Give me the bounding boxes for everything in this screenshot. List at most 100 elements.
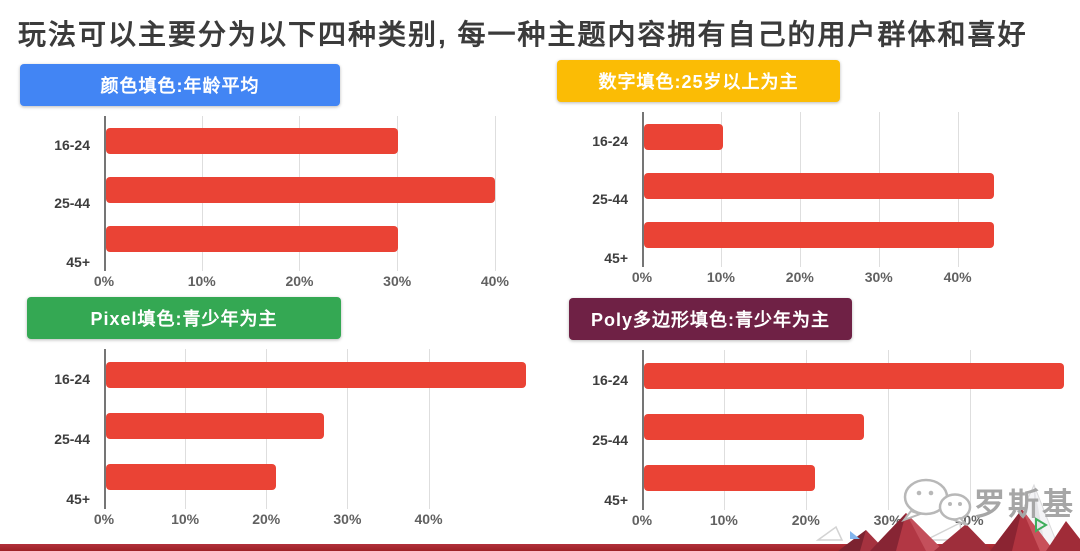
axis-tick-label: 40% xyxy=(955,512,984,528)
chart-panel-pixel-fill: Pixel填色:青少年为主 16-24 25-44 45+ 0% 10% 20% 30% 40… xyxy=(0,297,540,551)
y-axis-line xyxy=(642,350,644,510)
bar xyxy=(106,176,496,203)
category-label: 45+ xyxy=(604,249,628,266)
bar-row xyxy=(106,165,534,214)
axis-tick-label: 20% xyxy=(785,269,814,285)
gridline xyxy=(428,349,430,509)
category-label: 25-44 xyxy=(592,191,628,208)
category-label: 45+ xyxy=(604,492,628,508)
x-axis: 0% 10% 20% 30% 40% xyxy=(632,503,1076,530)
bar-row xyxy=(644,161,1076,210)
axis-tick-label: 20% xyxy=(791,512,820,528)
axis-tick-label: 40% xyxy=(414,511,443,527)
chart-header-pixel-fill: Pixel填色:青少年为主 xyxy=(27,297,341,339)
plot-column: 0% 10% 20% 30% 40% xyxy=(94,116,534,291)
plot-column: 0% 10% 20% 30% 40% xyxy=(632,350,1076,530)
axis-tick-label: 0% xyxy=(93,273,115,289)
bar-chart-color-fill: 16-24 25-44 45+ 0% 10% 20% 30% 40% xyxy=(16,116,534,291)
bar-row xyxy=(106,215,534,264)
plot-area xyxy=(642,350,1076,510)
bar-row xyxy=(644,401,1076,452)
category-labels: 16-24 25-44 45+ xyxy=(554,350,642,530)
category-label: 16-24 xyxy=(592,133,628,150)
bars xyxy=(644,350,1076,503)
bar xyxy=(644,123,723,150)
y-axis-line xyxy=(642,112,644,267)
gridline xyxy=(969,350,971,510)
category-labels: 16-24 25-44 45+ xyxy=(16,116,104,291)
category-label: 16-24 xyxy=(592,372,628,388)
category-label: 25-44 xyxy=(54,195,90,212)
plot-column: 0% 10% 20% 30% 40% xyxy=(632,112,1076,287)
bar-row xyxy=(106,349,534,400)
chart-panel-color-fill: 颜色填色:年龄平均 16-24 25-44 45+ 0% 10% 20% 30% 40% xyxy=(0,60,540,297)
axis-tick-label: 30% xyxy=(864,269,893,285)
chart-header-poly-fill: Poly多边形填色:青少年为主 xyxy=(569,298,852,340)
plot-column: 0% 10% 20% 30% 40% xyxy=(94,349,534,529)
chart-panel-poly-fill: Poly多边形填色:青少年为主 16-24 25-44 45+ 0% 10% 20% 30%… xyxy=(540,297,1080,551)
bar xyxy=(644,413,865,440)
bar-row xyxy=(644,350,1076,401)
category-label: 25-44 xyxy=(54,431,90,447)
plot-area xyxy=(104,116,534,271)
bar-row xyxy=(106,451,534,502)
bar-row xyxy=(106,400,534,451)
axis-tick-label: 0% xyxy=(631,512,653,528)
bars xyxy=(106,349,534,502)
bar xyxy=(644,222,994,249)
bar-row xyxy=(644,452,1076,503)
bars xyxy=(644,112,1076,260)
axis-tick-label: 30% xyxy=(873,512,902,528)
chart-header-number-fill: 数字填色:25岁以上为主 xyxy=(557,60,840,102)
bar xyxy=(106,412,325,439)
axis-tick-label: 30% xyxy=(333,511,362,527)
gridline xyxy=(347,349,349,509)
bar xyxy=(106,361,526,388)
category-label: 45+ xyxy=(66,253,90,270)
category-label: 25-44 xyxy=(592,432,628,448)
axis-tick-label: 10% xyxy=(706,269,735,285)
bar-row xyxy=(106,116,534,165)
bar xyxy=(644,172,994,199)
axis-tick-label: 0% xyxy=(631,269,653,285)
axis-tick-label: 20% xyxy=(285,273,314,289)
bottom-accent-strip xyxy=(0,544,1080,551)
category-labels: 16-24 25-44 45+ xyxy=(16,349,104,529)
gridline xyxy=(494,116,496,271)
axis-tick-label: 0% xyxy=(93,511,115,527)
plot-area xyxy=(642,112,1076,267)
plot-area xyxy=(104,349,534,509)
bar-chart-poly-fill: 16-24 25-44 45+ 0% 10% 20% 30% 40% xyxy=(554,350,1076,530)
axis-tick-label: 40% xyxy=(943,269,972,285)
axis-tick-label: 20% xyxy=(252,511,281,527)
charts-grid: 颜色填色:年龄平均 16-24 25-44 45+ 0% 10% 20% 30% 40% 数字… xyxy=(0,60,1080,551)
bar xyxy=(644,362,1064,389)
x-axis: 0% 10% 20% 30% 40% xyxy=(94,502,534,529)
x-axis: 0% 10% 20% 30% 40% xyxy=(632,260,1076,287)
category-label: 16-24 xyxy=(54,371,90,387)
gridline xyxy=(887,350,889,510)
bar-chart-pixel-fill: 16-24 25-44 45+ 0% 10% 20% 30% 40% xyxy=(16,349,534,529)
bar xyxy=(106,463,276,490)
category-labels: 16-24 25-44 45+ xyxy=(554,112,642,287)
axis-tick-label: 10% xyxy=(187,273,216,289)
category-label: 45+ xyxy=(66,491,90,507)
bars xyxy=(106,116,534,264)
bar xyxy=(106,127,398,154)
bar-row xyxy=(644,211,1076,260)
category-label: 16-24 xyxy=(54,137,90,154)
bar-chart-number-fill: 16-24 25-44 45+ 0% 10% 20% 30% 40% xyxy=(554,112,1076,287)
bar-row xyxy=(644,112,1076,161)
chart-header-color-fill: 颜色填色:年龄平均 xyxy=(20,64,340,106)
page-title: 玩法可以主要分为以下四种类别, 每一种主题内容拥有自己的用户群体和喜好 xyxy=(18,19,1028,50)
y-axis-line xyxy=(104,116,106,271)
y-axis-line xyxy=(104,349,106,509)
axis-tick-label: 40% xyxy=(480,273,509,289)
bar xyxy=(644,464,816,491)
axis-tick-label: 30% xyxy=(383,273,412,289)
chart-panel-number-fill: 数字填色:25岁以上为主 16-24 25-44 45+ 0% 10% 20% 30% 40% xyxy=(540,60,1080,297)
bar xyxy=(106,226,398,253)
axis-tick-label: 10% xyxy=(171,511,200,527)
x-axis: 0% 10% 20% 30% 40% xyxy=(94,264,534,291)
